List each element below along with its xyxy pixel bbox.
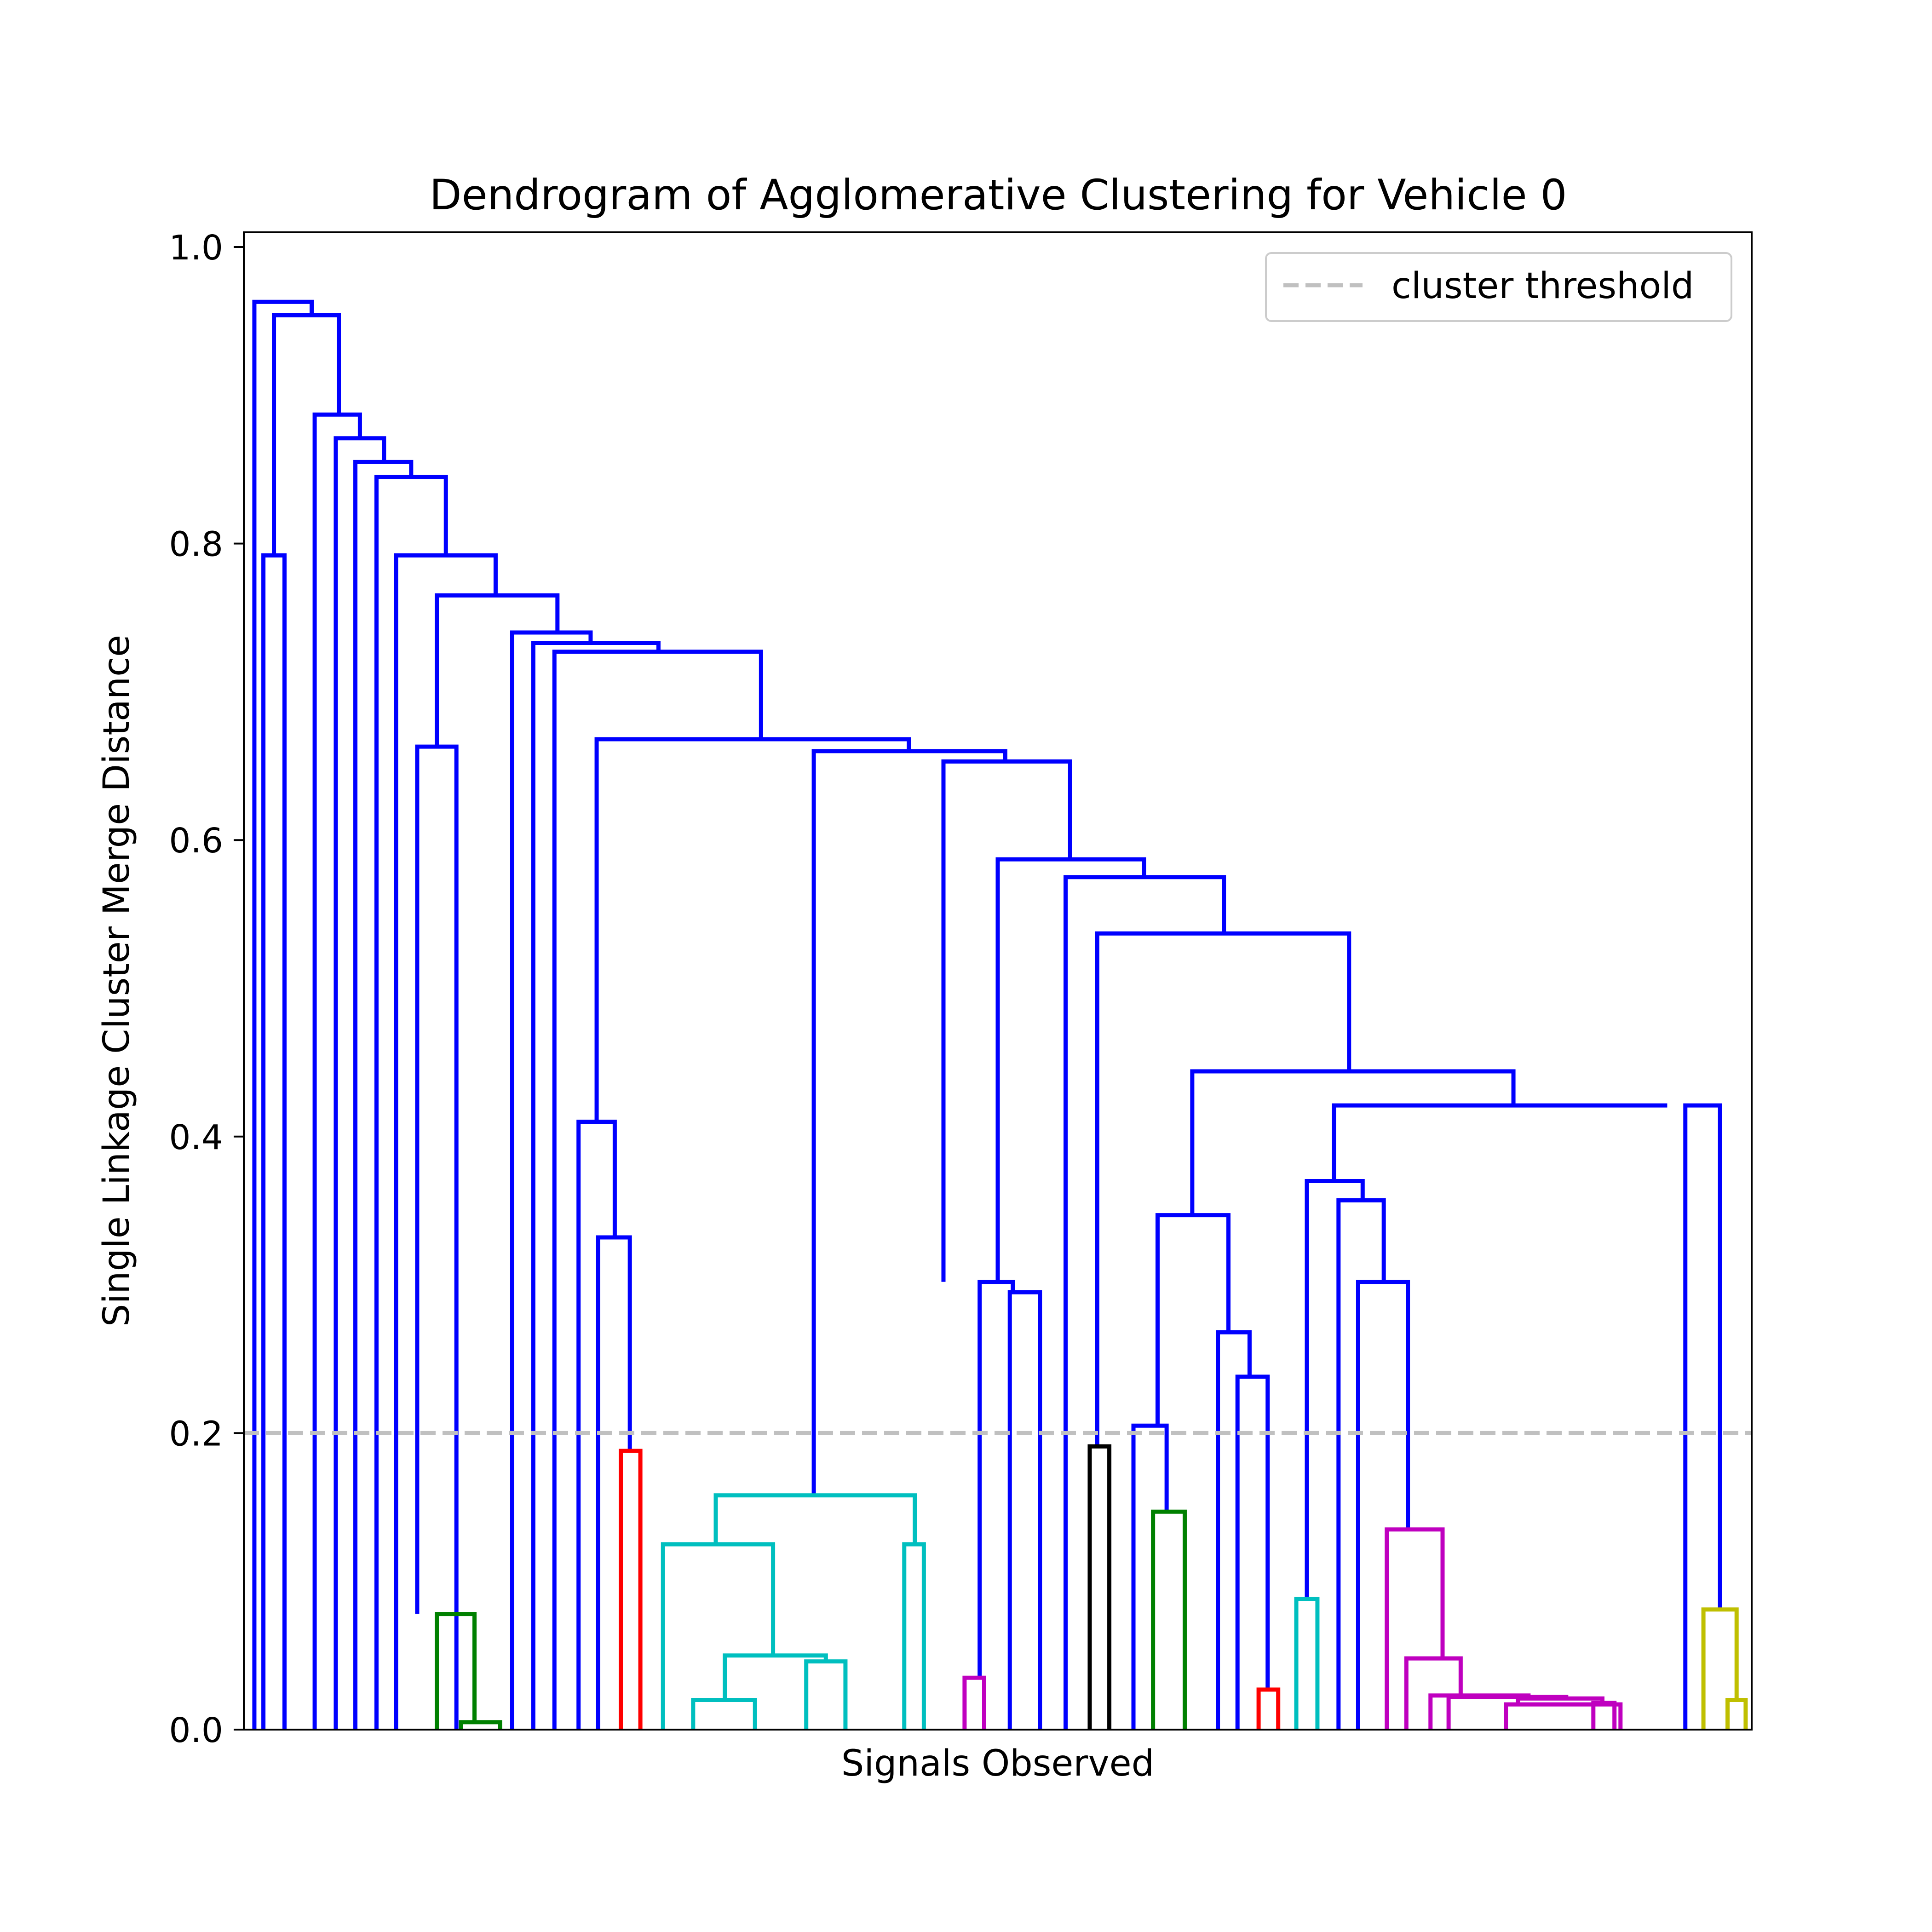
legend-box: [1265, 252, 1732, 322]
dendrogram-link: [804, 1659, 848, 1730]
y-axis-label: Single Linkage Cluster Merge Distance: [96, 635, 138, 1327]
y-tick-label: 0.6: [169, 821, 223, 861]
dendrogram-link: [619, 1449, 643, 1730]
dendrogram-link: [1064, 875, 1226, 1730]
dendrogram-link: [713, 1493, 917, 1545]
y-axis-ticks: 0.0 0.2 0.4 0.6 0.8 1.0: [169, 228, 244, 1750]
dendrogram-link: [1683, 1103, 1722, 1730]
dendrogram-link: [1151, 1509, 1187, 1730]
y-tick-label: 0.8: [169, 525, 223, 564]
dendrogram-link: [995, 857, 1146, 1282]
dendrogram-link: [691, 1698, 757, 1730]
y-tick-label: 0.0: [169, 1711, 223, 1750]
plot-frame: [243, 231, 1753, 1731]
dendrogram-link: [576, 1120, 617, 1730]
dendrogram-link: [552, 650, 763, 1730]
dendrogram-link: [1256, 1687, 1281, 1730]
dendrogram-link: [1504, 1702, 1623, 1730]
dendrogram-link: [902, 1542, 926, 1730]
dendrogram-link: [1294, 1597, 1320, 1730]
dendrogram-link: [1332, 1103, 1668, 1181]
dendrogram-link: [1385, 1527, 1445, 1730]
dendrogram-link: [334, 436, 386, 1730]
dendrogram-link: [531, 641, 661, 1730]
dendrogram-link: [1007, 1290, 1042, 1730]
dendrogram-link: [1591, 1701, 1617, 1730]
dendrogram-link: [1725, 1698, 1748, 1730]
dendrogram-link: [1131, 1423, 1169, 1730]
dendrogram-link: [1095, 931, 1351, 1447]
dendrogram-link: [1216, 1330, 1252, 1730]
x-axis-label: Signals Observed: [841, 1743, 1154, 1784]
dendrogram-links: [252, 299, 1748, 1730]
dendrogram-link: [312, 412, 362, 1730]
dendrogram-link: [435, 593, 560, 747]
y-tick-label: 0.2: [169, 1414, 223, 1454]
dendrogram-link: [394, 553, 498, 1730]
y-tick-label: 0.4: [169, 1118, 223, 1157]
dendrogram-link: [811, 749, 1007, 1495]
dendrogram-link: [374, 475, 448, 1730]
dendrogram-link: [941, 759, 1072, 1282]
dendrogram-link: [1235, 1374, 1270, 1730]
chart-title: Dendrogram of Agglomerative Clustering f…: [430, 171, 1567, 219]
dendrogram-link: [261, 553, 287, 1730]
dendrogram-link: [1404, 1656, 1463, 1730]
dendrogram-link: [596, 1235, 632, 1730]
dendrogram-link: [661, 1542, 776, 1730]
dendrogram-link: [1356, 1280, 1410, 1730]
legend-label: cluster threshold: [1392, 265, 1694, 307]
dendrogram-link: [510, 630, 593, 1730]
dendrogram-link: [1087, 1444, 1112, 1730]
dendrogram-link: [252, 299, 314, 1730]
dendrogram-link: [1336, 1198, 1386, 1730]
dendrogram-link: [272, 313, 341, 556]
dendrogram-link: [1516, 1696, 1604, 1705]
dendrogram-link: [435, 1612, 477, 1730]
dendrogram-link: [415, 744, 459, 1730]
dendrogram-link: [1305, 1179, 1365, 1599]
dendrogram-link: [459, 1720, 502, 1730]
y-tick-label: 1.0: [169, 228, 223, 268]
dendrogram-link: [594, 737, 911, 1122]
dendrogram-link: [353, 460, 414, 1730]
dendrogram-link: [723, 1653, 828, 1700]
legend: cluster threshold: [1265, 252, 1732, 322]
dendrogram-link: [962, 1675, 986, 1730]
dendrogram-link: [1190, 1069, 1516, 1215]
dendrogram-link: [1155, 1213, 1231, 1426]
dendrogram-link: [1701, 1607, 1739, 1730]
